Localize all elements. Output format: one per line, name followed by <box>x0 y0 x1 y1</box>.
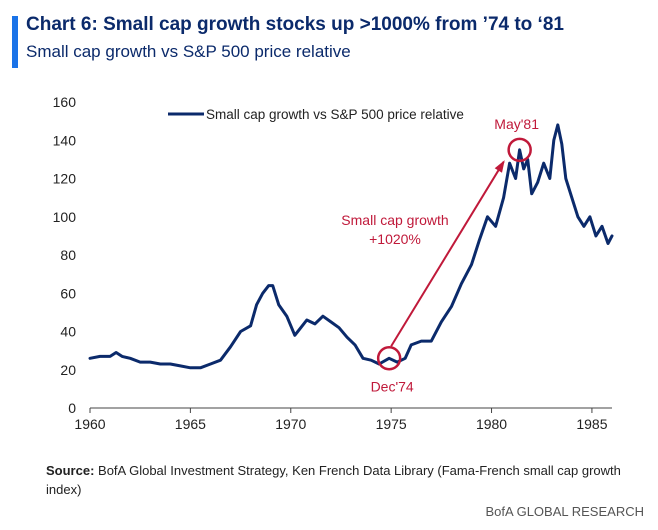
source-text: BofA Global Investment Strategy, Ken Fre… <box>46 463 621 497</box>
source-label: Source: <box>46 463 95 478</box>
chart-subtitle: Small cap growth vs S&P 500 price relati… <box>26 42 351 61</box>
series-line <box>88 123 614 370</box>
growth-arrow-shaft <box>390 161 505 347</box>
growth-arrow-head <box>494 160 505 173</box>
y-tick-label: 100 <box>53 209 77 225</box>
peak-circle <box>507 137 532 163</box>
growth-percent-label: +1020% <box>369 231 421 247</box>
chart-title: Chart 6: Small cap growth stocks up >100… <box>26 14 564 35</box>
x-tick-label: 1985 <box>576 416 607 432</box>
peak-label: May'81 <box>494 116 539 132</box>
growth-label: Small cap growth <box>341 212 448 228</box>
annotation-layer: May'81 Dec'74 Small cap growth +1020% <box>341 116 539 394</box>
x-tick-label: 1970 <box>275 416 306 432</box>
source-note: Source: BofA Global Investment Strategy,… <box>46 461 646 499</box>
trough-circle <box>376 346 402 371</box>
legend-label: Small cap growth vs S&P 500 price relati… <box>206 107 464 122</box>
title-accent-bar <box>12 16 18 68</box>
x-tick-label: 1975 <box>376 416 407 432</box>
y-tick-label: 140 <box>53 132 77 148</box>
series-layer <box>88 123 614 370</box>
x-tick-label: 1980 <box>476 416 507 432</box>
y-tick-label: 60 <box>60 285 76 301</box>
brand-footer: BofA GLOBAL RESEARCH <box>485 504 644 519</box>
y-axis: 0 20 40 60 80 100 120 140 160 <box>53 94 77 416</box>
x-tick-label: 1965 <box>175 416 206 432</box>
y-tick-label: 20 <box>60 362 76 378</box>
y-tick-label: 40 <box>60 324 76 340</box>
y-tick-label: 0 <box>68 400 76 416</box>
y-tick-label: 120 <box>53 171 77 187</box>
y-tick-label: 80 <box>60 247 76 263</box>
x-tick-label: 1960 <box>74 416 105 432</box>
x-axis: 1960 1965 1970 1975 1980 1985 <box>74 407 612 432</box>
y-tick-label: 160 <box>53 94 77 110</box>
legend: Small cap growth vs S&P 500 price relati… <box>168 107 464 122</box>
trough-label: Dec'74 <box>371 378 414 394</box>
